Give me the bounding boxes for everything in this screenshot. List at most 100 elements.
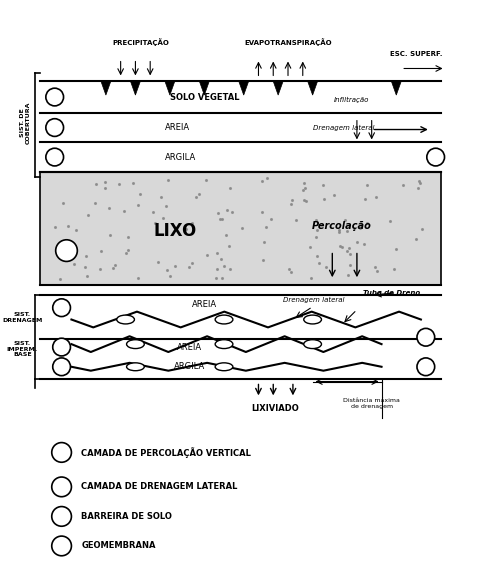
Point (322, 262, 329, 271)
Point (258, 176, 266, 186)
Text: Drenagem lateral: Drenagem lateral (313, 124, 374, 131)
Point (392, 244, 400, 254)
Point (337, 242, 344, 251)
Point (361, 195, 369, 204)
Point (414, 183, 422, 192)
Point (371, 263, 379, 272)
Text: SIST.
DRENAGEM: SIST. DRENAGEM (2, 312, 43, 323)
Point (134, 201, 141, 210)
Point (82, 252, 90, 261)
Point (218, 273, 226, 282)
Point (97, 265, 104, 274)
Point (289, 196, 296, 205)
Point (70, 260, 77, 269)
Point (91, 198, 99, 208)
Point (164, 176, 172, 185)
Text: AREIA: AREIA (177, 343, 202, 351)
Point (315, 258, 323, 268)
Text: Infiltração: Infiltração (334, 97, 369, 103)
Text: 4: 4 (433, 153, 439, 162)
Point (203, 251, 210, 260)
Point (238, 223, 246, 232)
Text: 1: 1 (52, 92, 58, 102)
Point (306, 243, 314, 252)
Point (218, 215, 226, 224)
Point (214, 208, 222, 217)
Circle shape (46, 88, 64, 106)
Point (357, 224, 364, 233)
Ellipse shape (215, 340, 233, 349)
Polygon shape (130, 81, 141, 95)
Point (313, 225, 321, 234)
Point (185, 262, 193, 271)
Point (60, 198, 67, 208)
Point (111, 261, 119, 270)
Point (320, 180, 327, 189)
Point (214, 264, 221, 273)
Point (344, 271, 351, 280)
Text: LIXIVIADO: LIXIVIADO (251, 403, 299, 413)
Point (212, 273, 219, 283)
Point (228, 208, 236, 217)
Polygon shape (391, 81, 401, 95)
Point (413, 235, 420, 244)
Point (163, 266, 171, 275)
Point (93, 180, 100, 189)
Point (262, 222, 270, 231)
Text: Distância máxima
de drenagem: Distância máxima de drenagem (343, 398, 400, 409)
Text: 3: 3 (59, 362, 65, 371)
Text: 3: 3 (58, 512, 65, 521)
Point (97, 246, 105, 255)
Text: ARGILA: ARGILA (174, 362, 205, 371)
Point (321, 194, 328, 203)
Point (312, 232, 320, 242)
Text: Percolação: Percolação (312, 221, 372, 231)
Text: 4: 4 (423, 333, 429, 342)
Point (363, 181, 371, 190)
Point (159, 213, 167, 223)
Polygon shape (101, 81, 111, 95)
Text: CAMADA DE DRENAGEM LATERAL: CAMADA DE DRENAGEM LATERAL (81, 483, 238, 491)
Point (166, 272, 174, 281)
Circle shape (53, 358, 70, 376)
Point (302, 196, 309, 205)
Point (335, 225, 343, 235)
Polygon shape (239, 81, 249, 95)
Point (122, 248, 130, 257)
Point (346, 249, 354, 258)
Circle shape (52, 506, 71, 526)
Text: 1: 1 (63, 246, 70, 255)
Point (65, 222, 72, 231)
Polygon shape (273, 81, 283, 95)
Text: LIXO: LIXO (153, 222, 196, 240)
Circle shape (417, 328, 435, 346)
Point (301, 183, 309, 192)
Point (373, 267, 381, 276)
Point (260, 237, 268, 246)
Text: Drenagem lateral: Drenagem lateral (283, 297, 345, 303)
Point (85, 210, 92, 219)
Point (300, 195, 307, 205)
Point (188, 258, 196, 267)
Text: 2: 2 (58, 482, 65, 492)
Polygon shape (165, 81, 175, 95)
Point (330, 190, 338, 199)
Point (106, 204, 113, 213)
Point (307, 273, 315, 283)
Point (137, 190, 144, 199)
Text: 4: 4 (423, 362, 429, 371)
Point (363, 218, 371, 227)
Point (386, 216, 394, 225)
Point (120, 206, 127, 215)
Point (263, 173, 271, 182)
Ellipse shape (215, 315, 233, 324)
Point (336, 227, 343, 236)
Text: 2: 2 (59, 303, 65, 312)
Point (124, 246, 131, 255)
Circle shape (53, 338, 70, 356)
Point (338, 243, 346, 252)
Circle shape (52, 477, 71, 497)
Point (287, 267, 295, 276)
Point (343, 246, 351, 255)
Text: AREIA: AREIA (165, 123, 190, 132)
